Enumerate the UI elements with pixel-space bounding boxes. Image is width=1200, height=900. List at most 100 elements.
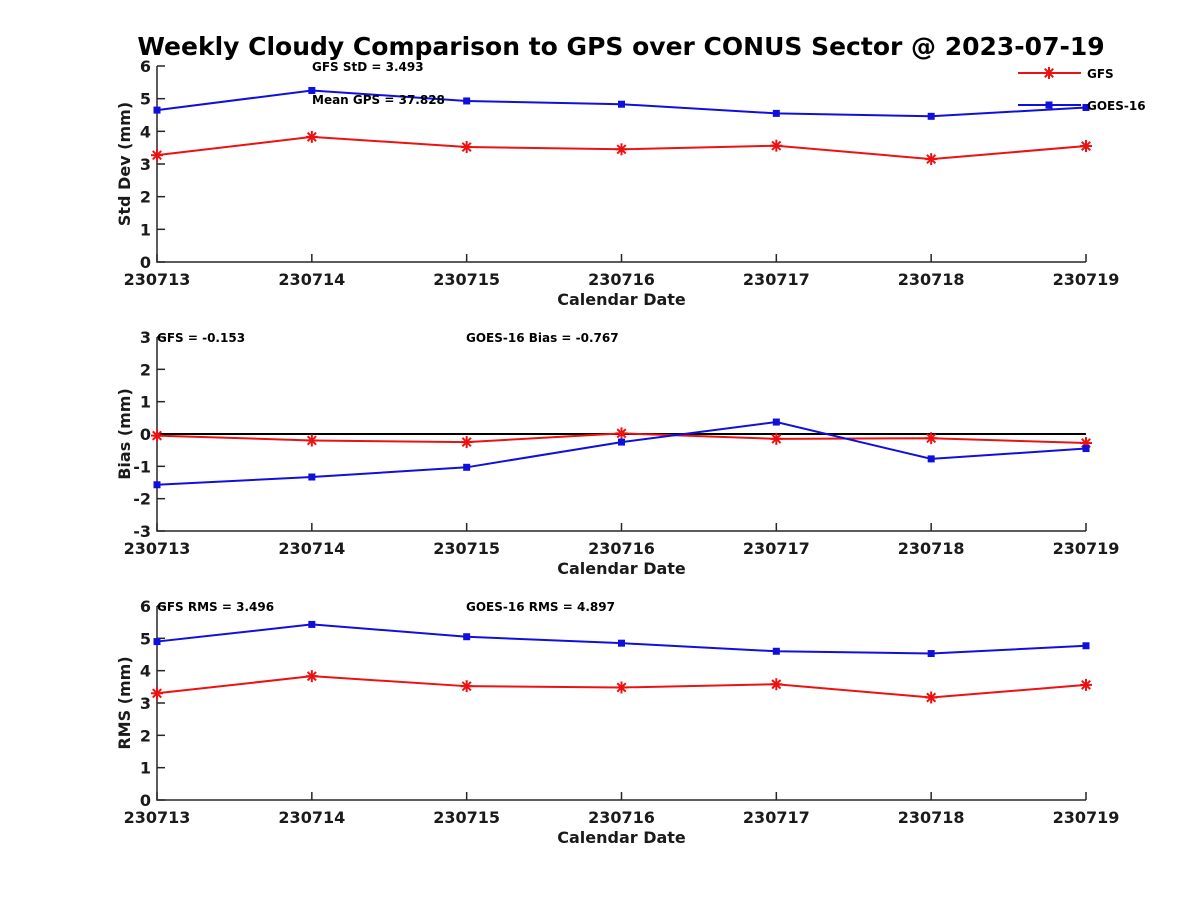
legend-entry-goes-16: GOES-16 [1018, 99, 1146, 113]
data-point [772, 647, 780, 655]
data-point [618, 639, 625, 647]
y-tick-label: 1 [140, 220, 151, 239]
data-point [927, 650, 935, 658]
x-tick-label: 230717 [743, 539, 810, 558]
x-axis-label: Calendar Date [557, 559, 686, 578]
data-point [615, 427, 628, 440]
data-point [772, 418, 780, 426]
data-point [925, 691, 938, 704]
legend-label: GOES-16 [1087, 99, 1146, 113]
y-tick-label: 5 [140, 90, 151, 109]
chart-panels: 0 1 2 3 4 5 6 230713 230714 230715 230716 230717 230… [115, 57, 1146, 847]
y-tick-label: 0 [140, 253, 151, 272]
chart-title: Weekly Cloudy Comparison to GPS over CON… [137, 32, 1104, 61]
data-point [153, 481, 161, 489]
y-axis-label: Bias (mm) [115, 388, 134, 480]
annotation: GOES-16 RMS = 4.897 [466, 600, 615, 614]
x-tick-label: 230713 [124, 539, 191, 558]
panel-std: 0 1 2 3 4 5 6 230713 230714 230715 230716 230717 230… [115, 57, 1119, 309]
data-point [463, 97, 471, 105]
data-point [151, 149, 163, 162]
data-point [305, 670, 318, 683]
x-tick-label: 230715 [433, 539, 500, 558]
series-gfs [151, 130, 1092, 166]
x-tick-label: 230715 [433, 270, 500, 289]
x-tick-label: 230718 [898, 539, 965, 558]
x-tick-label: 230714 [278, 808, 345, 827]
legend-marker [1045, 101, 1053, 109]
data-point [925, 432, 938, 445]
data-point [153, 106, 161, 114]
y-tick-label: 0 [140, 791, 151, 810]
y-tick-label: 2 [140, 726, 151, 745]
x-tick-label: 230719 [1053, 808, 1120, 827]
data-point [151, 429, 163, 442]
y-tick-label: 6 [140, 597, 151, 616]
y-tick-label: 4 [140, 122, 151, 141]
x-tick-label: 230718 [898, 808, 965, 827]
legend-marker [1043, 67, 1055, 79]
legend: GFS GOES-16 [1018, 67, 1146, 113]
y-axis-label: Std Dev (mm) [115, 102, 134, 226]
x-tick-label: 230717 [743, 270, 810, 289]
data-point [615, 143, 628, 156]
data-point [151, 687, 163, 700]
annotation: GOES-16 Bias = -0.767 [466, 331, 619, 345]
data-point [925, 153, 938, 166]
y-tick-label: 4 [140, 662, 151, 681]
data-point [618, 100, 625, 108]
data-point [615, 681, 628, 694]
y-axis-label: RMS (mm) [115, 656, 134, 749]
data-point [308, 87, 316, 94]
annotation: GFS RMS = 3.496 [157, 600, 274, 614]
axes-rms [156, 606, 1086, 801]
series-goes-16 [153, 87, 1090, 120]
data-point [305, 130, 318, 143]
annotation: Mean GPS = 37.828 [312, 93, 445, 107]
y-tick-label: -3 [133, 522, 151, 541]
series-goes-16 [153, 418, 1090, 489]
y-tick-label: 6 [140, 57, 151, 76]
x-tick-label: 230716 [588, 539, 655, 558]
x-tick-label: 230719 [1053, 539, 1120, 558]
data-point [770, 139, 783, 152]
y-tick-label: 0 [140, 425, 151, 444]
legend-label: GFS [1087, 67, 1114, 81]
y-tick-label: -2 [133, 490, 151, 509]
annotation: GFS StD = 3.493 [312, 60, 424, 74]
data-point [770, 432, 783, 445]
y-tick-label: 2 [140, 360, 151, 379]
series-gfs [151, 670, 1092, 704]
x-tick-label: 230714 [278, 539, 345, 558]
series-line [156, 623, 1087, 655]
x-tick-label: 230713 [124, 808, 191, 827]
series-goes-16 [153, 620, 1090, 658]
panel-bias: -3 -2 -1 0 1 2 3 230713 230714 230715 230716 230717… [115, 328, 1119, 578]
data-point [1082, 642, 1090, 650]
data-point [463, 633, 471, 641]
data-point [463, 463, 471, 471]
y-tick-label: -1 [133, 457, 151, 476]
data-point [308, 473, 316, 481]
data-point [460, 680, 473, 693]
legend-entry-gfs: GFS [1018, 67, 1114, 81]
x-tick-label: 230715 [433, 808, 500, 827]
data-point [153, 638, 161, 646]
panel-rms: 0 1 2 3 4 5 6 230713 230714 230715 230716 230717 230… [115, 597, 1119, 847]
data-point [305, 434, 318, 447]
x-tick-label: 230716 [588, 270, 655, 289]
x-tick-label: 230716 [588, 808, 655, 827]
x-tick-label: 230717 [743, 808, 810, 827]
annotation: GFS = -0.153 [157, 331, 245, 345]
axes-std [156, 66, 1086, 263]
data-point [1082, 103, 1090, 111]
data-point [618, 438, 625, 446]
data-point [308, 620, 316, 628]
x-tick-label: 230714 [278, 270, 345, 289]
data-point [927, 112, 935, 120]
x-tick-label: 230719 [1053, 270, 1120, 289]
data-point [1082, 445, 1090, 453]
y-tick-label: 5 [140, 629, 151, 648]
y-tick-label: 3 [140, 328, 151, 347]
